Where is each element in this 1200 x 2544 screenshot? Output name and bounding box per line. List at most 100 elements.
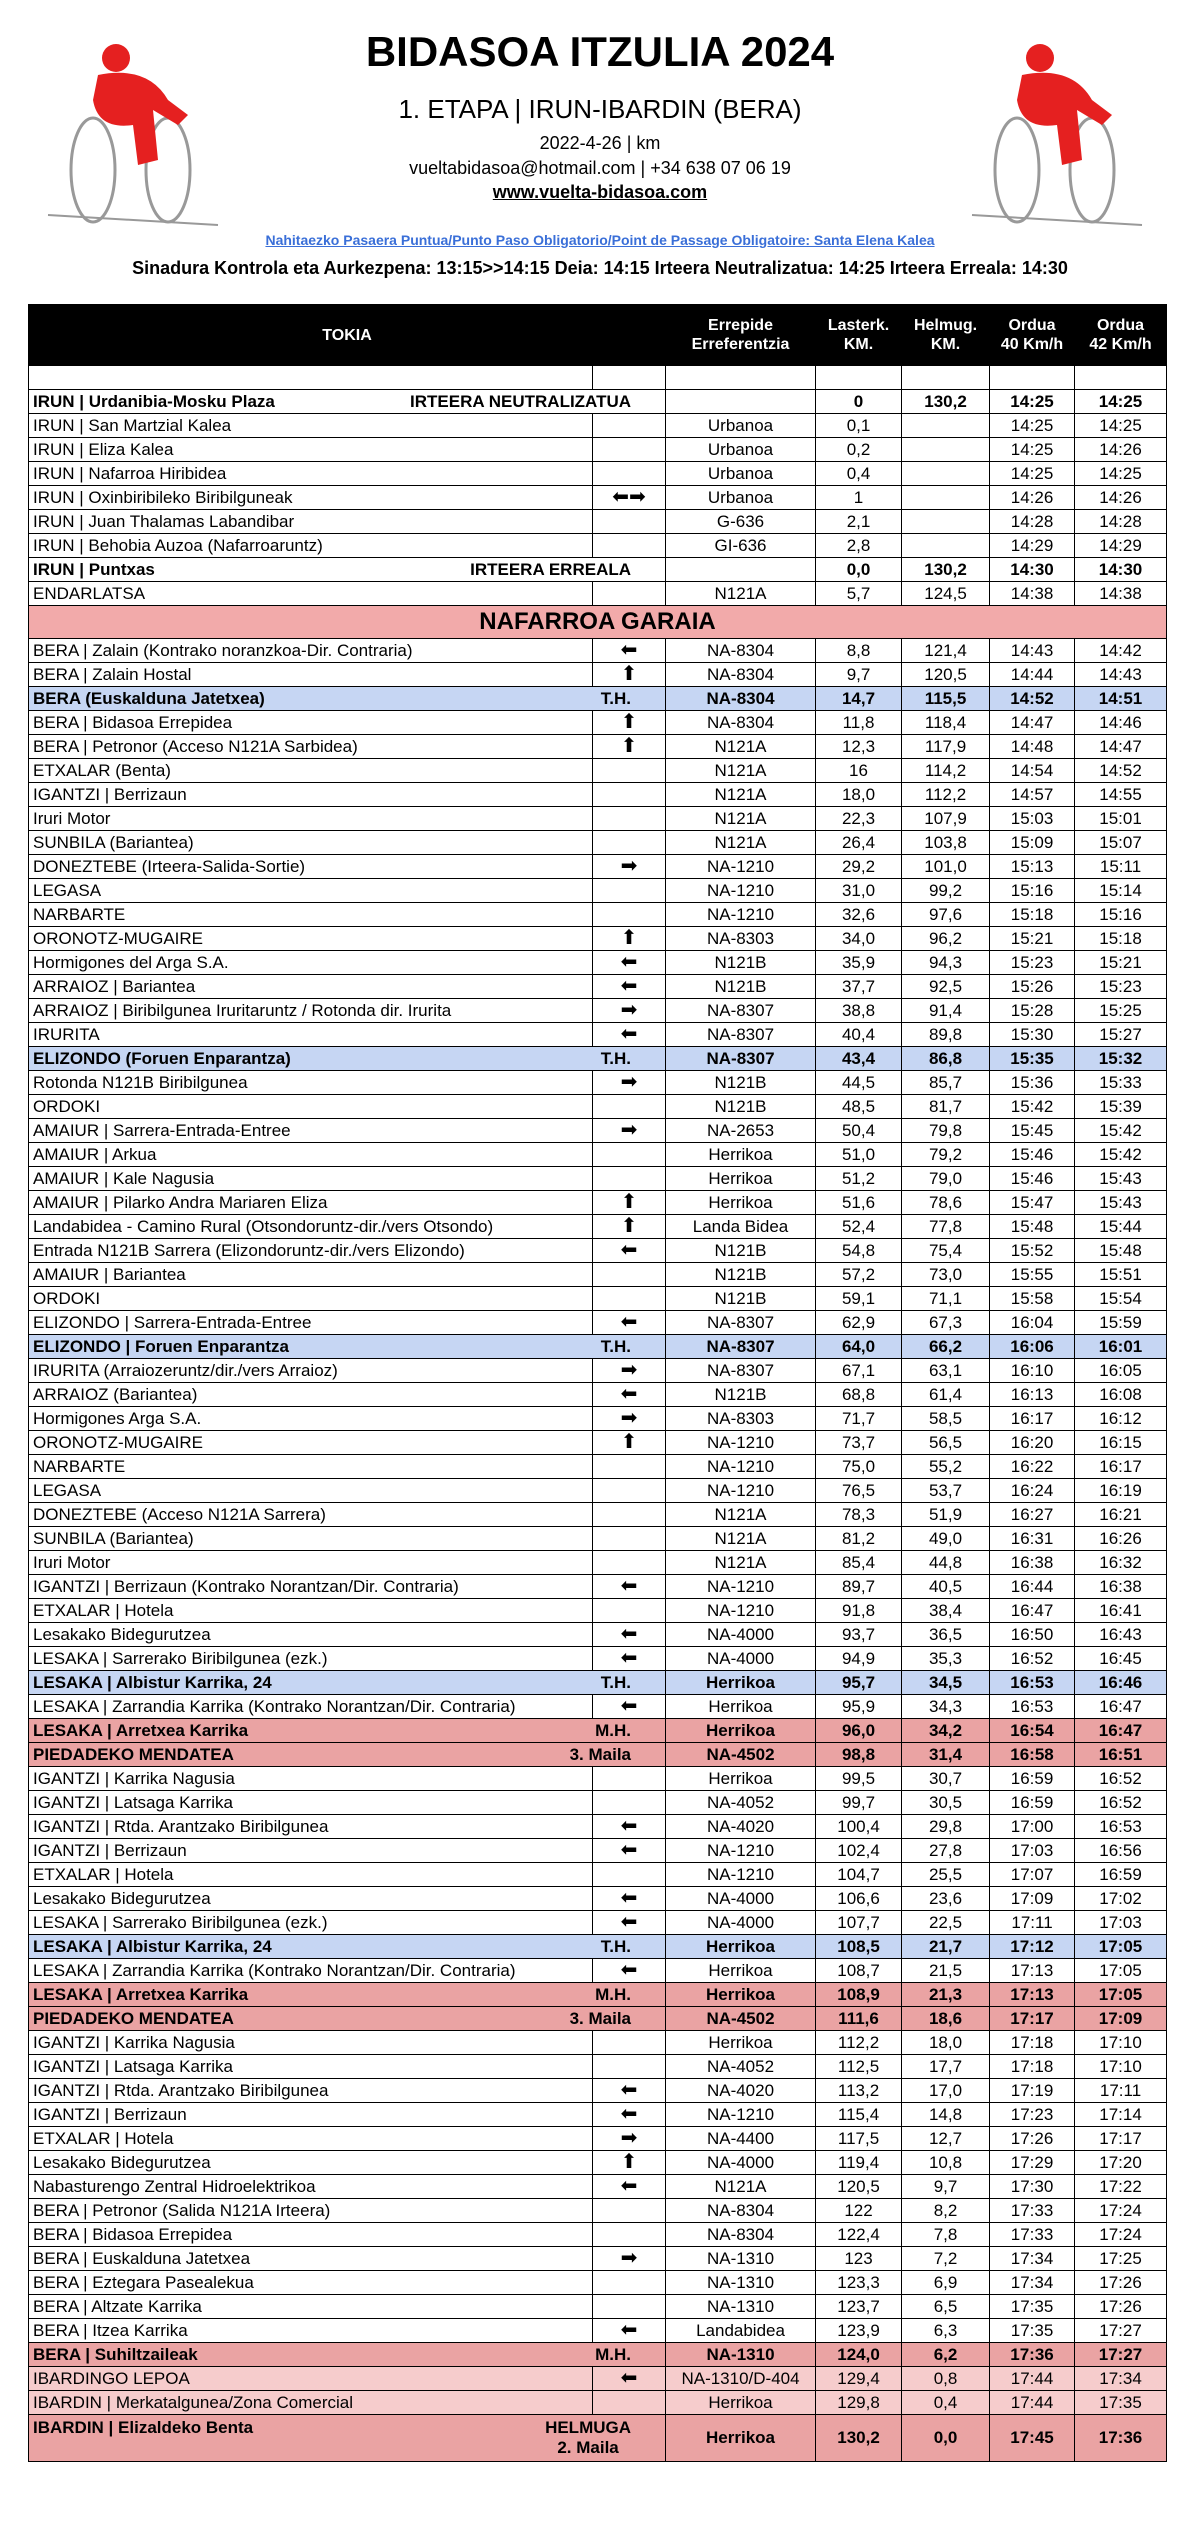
arrow-cell — [591, 461, 667, 486]
section-title: NAFARROA GARAIA — [27, 605, 1168, 639]
arrow-cell — [591, 1262, 667, 1287]
rem-cell: 21,7 — [901, 1934, 991, 1959]
place: IGANTZI | Latsaga Karrika — [33, 1793, 233, 1812]
place-cell: ETXALAR | Hotela — [28, 1598, 593, 1623]
km: 8,8 — [846, 641, 871, 660]
arrow-icon: ⬆ — [620, 1431, 638, 1454]
t40: 16:58 — [1010, 1745, 1054, 1764]
rem: 92,5 — [928, 977, 963, 996]
rem: 66,2 — [928, 1337, 963, 1356]
km: 51,0 — [841, 1145, 876, 1164]
arrow-cell: ⬅ — [591, 1886, 667, 1911]
t42-cell: 16:52 — [1074, 1766, 1168, 1791]
arrow-cell — [591, 1598, 667, 1623]
t42-cell: 17:05 — [1074, 1958, 1168, 1983]
t42: 16:52 — [1099, 1793, 1142, 1812]
road-cell: N121B — [665, 974, 817, 999]
arrow-icon: ⬅ — [620, 2367, 638, 2390]
logo — [47, 44, 219, 226]
arrow-icon: ➡ — [620, 1407, 638, 1430]
t40-cell: 16:31 — [989, 1526, 1076, 1551]
t40: 16:27 — [1010, 1505, 1054, 1524]
km-cell: 0,2 — [815, 437, 903, 462]
website[interactable]: www.vuelta-bidasoa.com — [492, 182, 708, 202]
road-cell: NA-8303 — [665, 926, 817, 951]
t40-cell: 17:09 — [989, 1886, 1076, 1911]
t42: 16:26 — [1099, 1529, 1142, 1548]
road-cell: NA-8303 — [665, 1406, 817, 1431]
km: 11,8 — [842, 713, 875, 732]
t42: 17:11 — [1099, 2081, 1142, 2100]
t42-cell: 17:05 — [1074, 1982, 1168, 2007]
rem-cell: 35,3 — [901, 1646, 991, 1671]
road: N121A — [714, 1529, 767, 1548]
t40: 14:28 — [1010, 512, 1054, 531]
rem-cell: 118,4 — [901, 710, 991, 735]
km: 51,2 — [841, 1169, 876, 1188]
rem: 91,4 — [928, 1001, 963, 1020]
road: Herrikoa — [706, 1937, 775, 1956]
road-cell: NA-4020 — [665, 1814, 817, 1839]
road-cell: Herrikoa — [665, 2030, 817, 2055]
place-cell: ORDOKI — [28, 1286, 593, 1311]
note: 3. Maila — [569, 1745, 632, 1764]
t40-cell: 17:33 — [989, 2198, 1076, 2223]
rem: 121,4 — [924, 641, 967, 660]
t40-cell: 14:52 — [989, 686, 1076, 711]
km-cell: 43,4 — [815, 1046, 903, 1071]
place-cell: LESAKA | Sarrerako Biribilgunea (ezk.) — [28, 1910, 593, 1935]
t40-cell: 14:48 — [989, 734, 1076, 759]
rem-cell: 0,8 — [901, 2366, 991, 2391]
t40-cell: 17:35 — [989, 2318, 1076, 2343]
place-cell: M.H. LESAKA | Arretxea Karrika — [27, 1718, 667, 1743]
route-row: 3. Maila PIEDADEKO MENDATEA NA-4502 111,6 18… — [27, 2006, 1168, 2031]
road: N121A — [714, 2177, 767, 2196]
place-cell: 3. Maila PIEDADEKO MENDATEA — [27, 1742, 667, 1767]
road: N121A — [714, 809, 767, 828]
obligatory-point[interactable]: Nahitaezko Pasaera Puntua/Punto Paso Obl… — [265, 232, 935, 248]
road: Herrikoa — [708, 1697, 773, 1716]
rem-cell: 130,2 — [901, 557, 991, 582]
km-cell: 106,6 — [815, 1886, 903, 1911]
t40: 17:09 — [1010, 1889, 1054, 1908]
t42-cell: 16:12 — [1074, 1406, 1168, 1431]
arrow-icon: ⬅ — [620, 2175, 638, 2198]
road: NA-4502 — [706, 2009, 775, 2028]
arrow-cell: ⬆ — [591, 1430, 667, 1455]
place: BERA | Petronor (Acceso N121A Sarbidea) — [33, 737, 358, 756]
place: BERA | Zalain Hostal — [33, 665, 192, 684]
note-line: 2. Maila — [557, 2438, 619, 2457]
km-cell: 9,7 — [815, 662, 903, 687]
t42-cell: 15:14 — [1074, 878, 1168, 903]
arrow-cell: ⬅ — [591, 1694, 667, 1719]
rem-cell: 6,2 — [901, 2342, 991, 2367]
arrow-cell: ➡ — [591, 1070, 667, 1095]
arrow-cell — [591, 1094, 667, 1119]
km-cell: 122,4 — [815, 2222, 903, 2247]
rem-cell: 6,5 — [901, 2294, 991, 2319]
route-row: IRUN | San Martzial Kalea Urbanoa 0,1 14:25… — [28, 413, 1168, 438]
km-cell: 113,2 — [815, 2078, 903, 2103]
stage: 1. ETAPA | IRUN-IBARDIN (BERA) — [398, 94, 802, 124]
place: IBARDIN | Elizaldeko Benta — [33, 2418, 254, 2437]
road: NA-1210 — [706, 1601, 775, 1620]
road-cell: NA-4000 — [665, 1622, 817, 1647]
arrow-icon: ⬅ — [620, 1839, 638, 1862]
header-row: TOKIA Errepide Erreferentzia Lasterk. KM. Hel… — [27, 304, 1168, 366]
road-cell: Landa Bidea — [665, 1214, 817, 1239]
km-cell: 51,6 — [815, 1190, 903, 1215]
route-row: DONEZTEBE (Acceso N121A Sarrera) N121A 78,… — [28, 1502, 1168, 1527]
km: 99,5 — [841, 1769, 876, 1788]
road: N121B — [714, 977, 767, 996]
road: Herrikoa — [706, 2428, 775, 2447]
km: 108,5 — [837, 1937, 880, 1956]
road: NA-8307 — [706, 1313, 775, 1332]
t40: 14:30 — [1010, 560, 1054, 579]
rem-cell — [901, 413, 991, 438]
t40-cell: 17:13 — [989, 1982, 1076, 2007]
place: IGANTZI | Berrizaun — [33, 1841, 187, 1860]
km-cell: 81,2 — [815, 1526, 903, 1551]
place: BERA | Altzate Karrika — [33, 2297, 202, 2316]
place: AMAIUR | Sarrera-Entrada-Entree — [33, 1121, 291, 1140]
place-cell: ENDARLATSA — [28, 581, 593, 606]
